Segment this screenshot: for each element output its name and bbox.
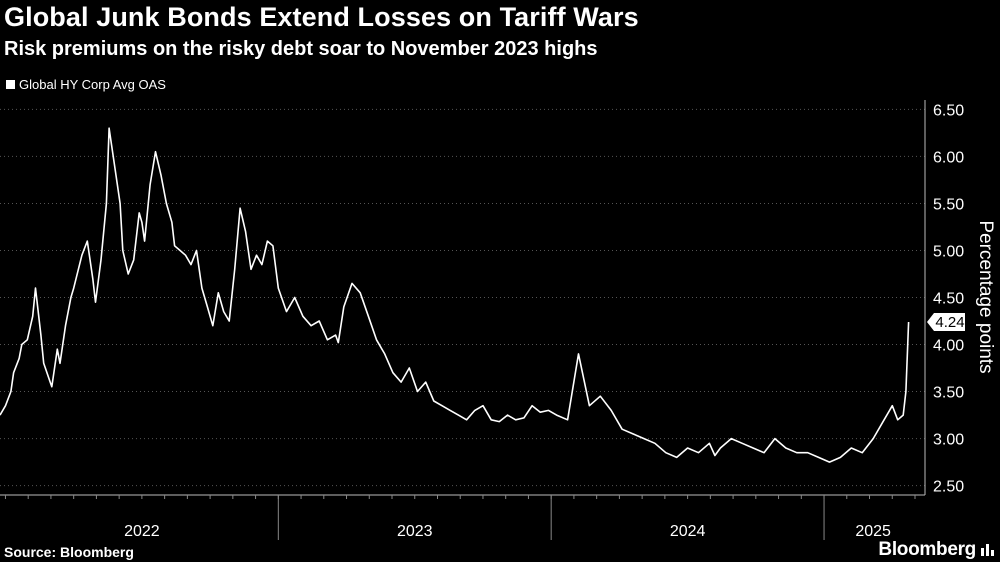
y-tick-labels: 2.50 3.00 3.50 4.00 4.50 5.00 5.50 6.00 6.50	[933, 102, 964, 495]
y-tick-label: 5.50	[933, 196, 964, 213]
last-value-label: 4.24	[935, 314, 964, 331]
series-group	[0, 127, 910, 463]
grid-lines	[0, 108, 925, 487]
x-tick-label: 2024	[670, 523, 706, 540]
x-tick-labels: 2022 2023 2024 2025	[124, 523, 891, 540]
y-tick-label: 6.50	[933, 102, 964, 119]
last-value-badge	[927, 312, 965, 331]
y-tick-label: 4.50	[933, 291, 964, 308]
chart-title: Global Junk Bonds Extend Losses on Tarif…	[4, 2, 639, 32]
y-tick-label: 2.50	[933, 479, 964, 496]
legend: Global HY Corp Avg OAS	[6, 77, 166, 92]
chart-subtitle: Risk premiums on the risky debt soar to …	[4, 38, 598, 60]
x-tick-label: 2022	[124, 523, 160, 540]
legend-swatch	[6, 80, 15, 89]
y-tick-label: 4.00	[933, 338, 964, 355]
legend-label: Global HY Corp Avg OAS	[19, 77, 166, 92]
x-tick-label: 2025	[855, 523, 891, 540]
last-value-group: 4.24	[927, 312, 965, 331]
series-line-global-hy-oas	[0, 127, 910, 463]
source-note: Source: Bloomberg	[4, 544, 134, 560]
y-axis-label: Percentage points	[975, 220, 996, 373]
brand-logo: Bloomberg	[878, 539, 976, 560]
y-tick-label: 3.50	[933, 385, 964, 402]
axes	[0, 100, 926, 540]
y-tick-label: 5.00	[933, 243, 964, 260]
x-tick-label: 2023	[397, 523, 433, 540]
y-tick-label: 3.00	[933, 432, 964, 449]
bloomberg-mark-icon	[981, 544, 994, 556]
y-tick-label: 6.00	[933, 149, 964, 166]
